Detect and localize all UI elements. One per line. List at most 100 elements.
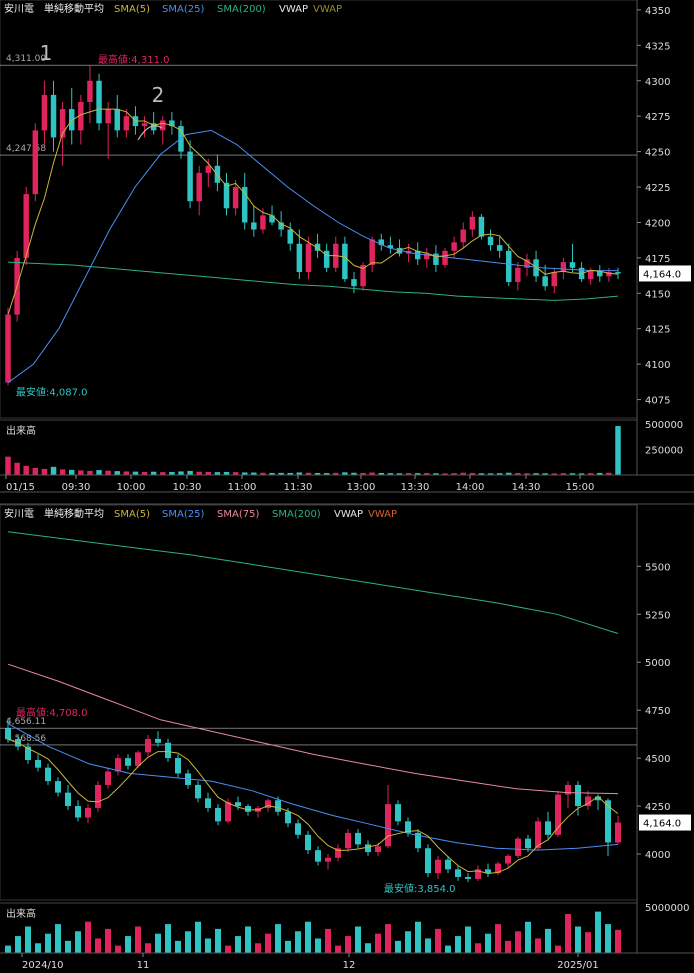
bottom-price-tick-label: 4500: [645, 754, 670, 765]
bottom-volume-bar: [485, 933, 491, 953]
bottom-candle-body: [215, 807, 221, 822]
top-volume-bars: [5, 426, 621, 475]
bottom-volume-bar: [195, 921, 201, 953]
bottom-volume-bar: [355, 926, 361, 953]
bottom-candle-body: [485, 869, 491, 874]
top-volume-bar: [269, 472, 275, 475]
bottom-candle-body: [5, 728, 11, 739]
bottom-candle-body: [315, 850, 321, 862]
top-volume-bar: [424, 472, 430, 475]
top-candle-body: [597, 270, 603, 277]
top-candle-body: [305, 243, 312, 273]
bottom-volume-bar: [385, 924, 391, 953]
bottom-volume-bar: [235, 936, 241, 953]
bottom-volume-bar: [425, 938, 431, 953]
bottom-candle-body: [295, 823, 301, 835]
top-volume-bar: [150, 471, 157, 475]
bottom-candle-body: [535, 821, 541, 849]
top-volume-bar: [515, 473, 521, 475]
bottom-volume-bar: [495, 924, 501, 953]
bottom-candle-body: [475, 869, 481, 879]
bottom-candle-body: [245, 806, 251, 812]
bottom-volume-tick-label: 5000000: [645, 903, 690, 914]
bottom-candle-body: [285, 811, 291, 824]
top-candle-body: [487, 236, 494, 246]
top-volume-bar: [323, 473, 330, 475]
bottom-volume-bar: [65, 940, 71, 953]
bottom-candle-body: [385, 804, 391, 847]
top-volume-bar: [387, 473, 394, 475]
bottom-volume-bar: [605, 924, 611, 953]
top-volume-bar: [296, 472, 303, 475]
bottom-volume-label: 出来高: [6, 907, 36, 920]
top-candle-body: [506, 250, 512, 282]
top-volume-label: 出来高: [6, 424, 36, 437]
bottom-time-tick-label: 2025/01: [557, 960, 599, 971]
bottom-volume-bar: [105, 928, 111, 953]
bottom-candle-body: [325, 857, 331, 862]
bottom-legend-item: SMA(200): [272, 509, 321, 520]
top-volume-bar: [305, 472, 312, 475]
top-price-tick-label: 4350: [645, 6, 670, 17]
bottom-volume-bar: [335, 945, 341, 953]
top-low-label: 最安値:4,087.0: [16, 385, 88, 398]
bottom-volume-bar: [375, 933, 381, 953]
bottom-volume-bar: [245, 926, 251, 953]
top-price-tick-label: 4200: [645, 218, 670, 229]
annotation-arc: [137, 125, 163, 141]
bottom-candle-body: [465, 876, 471, 879]
top-candle-body: [414, 250, 421, 260]
top-candles: [5, 65, 621, 386]
top-volume-bar: [414, 473, 421, 475]
top-candle-body: [314, 243, 321, 251]
top-volume-bar: [487, 473, 494, 475]
top-volume-bar: [469, 472, 476, 475]
bottom-volume-bar: [45, 933, 51, 953]
top-candle-body: [160, 120, 166, 131]
bottom-volume-bar: [55, 924, 61, 953]
bottom-volume-bar: [35, 943, 41, 953]
top-sma25-line: [7, 129, 618, 384]
bottom-last-price-label: 4,164.0: [643, 819, 681, 830]
bottom-high-label: 最高値:4,708.0: [16, 706, 88, 719]
top-candle-body: [524, 259, 530, 268]
bottom-candle-body: [515, 838, 521, 856]
top-candle-body: [123, 116, 130, 131]
bottom-price-tick-label: 5000: [645, 658, 670, 669]
bottom-volume-bar: [215, 928, 221, 953]
bottom-legend-indicator: 単純移動平均: [44, 507, 104, 520]
top-candle-body: [150, 123, 157, 131]
bottom-candle-body: [345, 832, 351, 849]
top-volume-bar: [351, 472, 357, 475]
top-volume-bar: [460, 472, 466, 475]
bottom-volume-bar: [255, 943, 261, 953]
top-last-price-box: [639, 265, 691, 282]
bottom-sma200-line: [7, 531, 619, 634]
top-volume-bar: [378, 472, 385, 475]
bottom-sma25-line: [7, 723, 619, 851]
bottom-volume-bar: [415, 921, 421, 953]
bottom-volume-bar: [145, 943, 151, 953]
top-candle-body: [78, 102, 84, 131]
bottom-volume-bar: [285, 940, 291, 953]
bottom-volume-bar: [165, 924, 171, 953]
bottom-candle-body: [435, 859, 441, 874]
bottom-volume-bar: [115, 945, 121, 953]
top-candle-body: [351, 279, 357, 287]
bottom-candle-body: [505, 855, 511, 864]
bottom-volume-bar: [565, 913, 571, 953]
top-candle-body: [496, 245, 503, 251]
top-volume-bar: [433, 473, 439, 475]
bottom-volume-bar: [435, 928, 441, 953]
top-volume-bar: [160, 472, 166, 475]
bottom-volume-bar: [85, 921, 91, 953]
bottom-volume-bar: [5, 945, 11, 953]
top-volume-bar: [496, 473, 503, 475]
bottom-volume-bars: [5, 911, 621, 953]
bottom-sma75-line: [7, 663, 619, 795]
top-candle-body: [387, 245, 394, 248]
bottom-candle-body: [445, 859, 451, 870]
bottom-volume-bar: [205, 938, 211, 953]
bottom-volume-bar: [585, 932, 591, 953]
